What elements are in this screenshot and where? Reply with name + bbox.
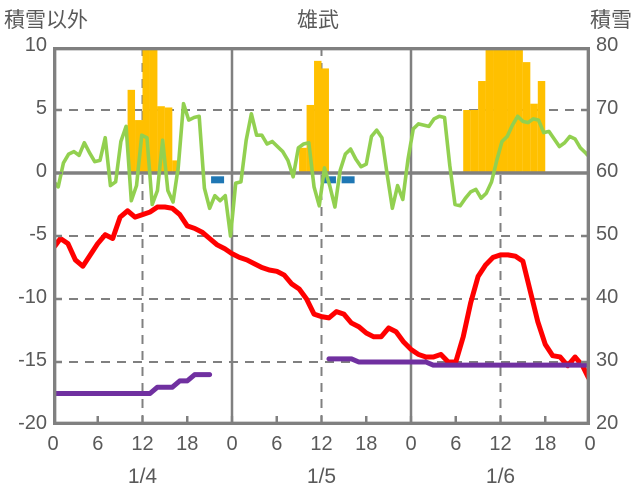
bar-precipitation <box>127 89 136 173</box>
page-title: 雄武 <box>297 9 339 32</box>
y-axis-label-left: 5 <box>35 97 47 119</box>
left-axis-title: 積雪以外 <box>4 9 88 32</box>
x-axis-day-label: 1/6 <box>485 465 516 488</box>
y-axis-label-left: 10 <box>24 34 47 56</box>
bar-precipitation <box>172 160 180 173</box>
x-axis-label: 0 <box>226 433 238 455</box>
bar-precipitation <box>493 47 501 173</box>
bar-precipitation <box>299 147 307 173</box>
bar-precipitation <box>321 68 329 173</box>
line-green <box>53 101 590 238</box>
y-axis-label-left: -20 <box>18 412 47 434</box>
line-purple-snowdepth <box>53 372 213 396</box>
x-axis-label: 12 <box>489 433 512 455</box>
y-axis-label-right: 80 <box>596 34 619 56</box>
chart-canvas <box>53 47 590 425</box>
y-axis-label-right: 60 <box>596 160 619 182</box>
x-axis-label: 0 <box>47 433 59 455</box>
x-axis-label: 0 <box>405 433 417 455</box>
y-axis-label-right: 30 <box>596 349 619 371</box>
y-axis-label-left: -10 <box>18 286 47 308</box>
bar-precipitation <box>500 47 508 173</box>
bar-precipitation <box>306 104 315 173</box>
x-axis-label: 18 <box>176 433 199 455</box>
marker-blue <box>211 176 225 184</box>
y-axis-label-right: 70 <box>596 97 619 119</box>
bar-precipitation <box>478 81 486 173</box>
marker-blue <box>341 176 355 184</box>
y-axis-label-right: 50 <box>596 223 619 245</box>
line-purple-snowdepth <box>326 356 590 368</box>
y-axis-label-left: -15 <box>18 349 47 371</box>
x-axis-label: 6 <box>92 433 104 455</box>
line-red-temperature <box>53 204 590 384</box>
bar-precipitation <box>142 47 150 173</box>
plot-area <box>53 47 590 425</box>
x-axis-label: 12 <box>131 433 154 455</box>
x-axis-label: 18 <box>534 433 557 455</box>
y-axis-label-left: 0 <box>35 160 47 182</box>
x-axis-label: 0 <box>584 433 596 455</box>
x-axis-label: 6 <box>271 433 283 455</box>
bar-precipitation <box>507 47 516 173</box>
bar-precipitation <box>522 62 531 174</box>
bar-precipitation <box>485 47 494 173</box>
y-axis-label-left: -5 <box>29 223 47 245</box>
bar-precipitation <box>530 103 538 173</box>
y-axis-label-right: 20 <box>596 412 619 434</box>
x-axis-day-label: 1/4 <box>127 465 158 488</box>
bar-precipitation <box>463 110 471 173</box>
bar-precipitation <box>149 47 158 173</box>
x-axis-label: 12 <box>310 433 333 455</box>
x-axis-day-label: 1/5 <box>306 465 337 488</box>
bar-precipitation <box>314 60 322 173</box>
bar-precipitation <box>164 107 173 173</box>
bar-precipitation <box>470 110 479 173</box>
x-axis-label: 6 <box>450 433 462 455</box>
bar-precipitation <box>515 47 523 173</box>
x-axis-label: 18 <box>355 433 378 455</box>
y-axis-label-right: 40 <box>596 286 619 308</box>
right-axis-title: 積雪 <box>590 9 632 32</box>
